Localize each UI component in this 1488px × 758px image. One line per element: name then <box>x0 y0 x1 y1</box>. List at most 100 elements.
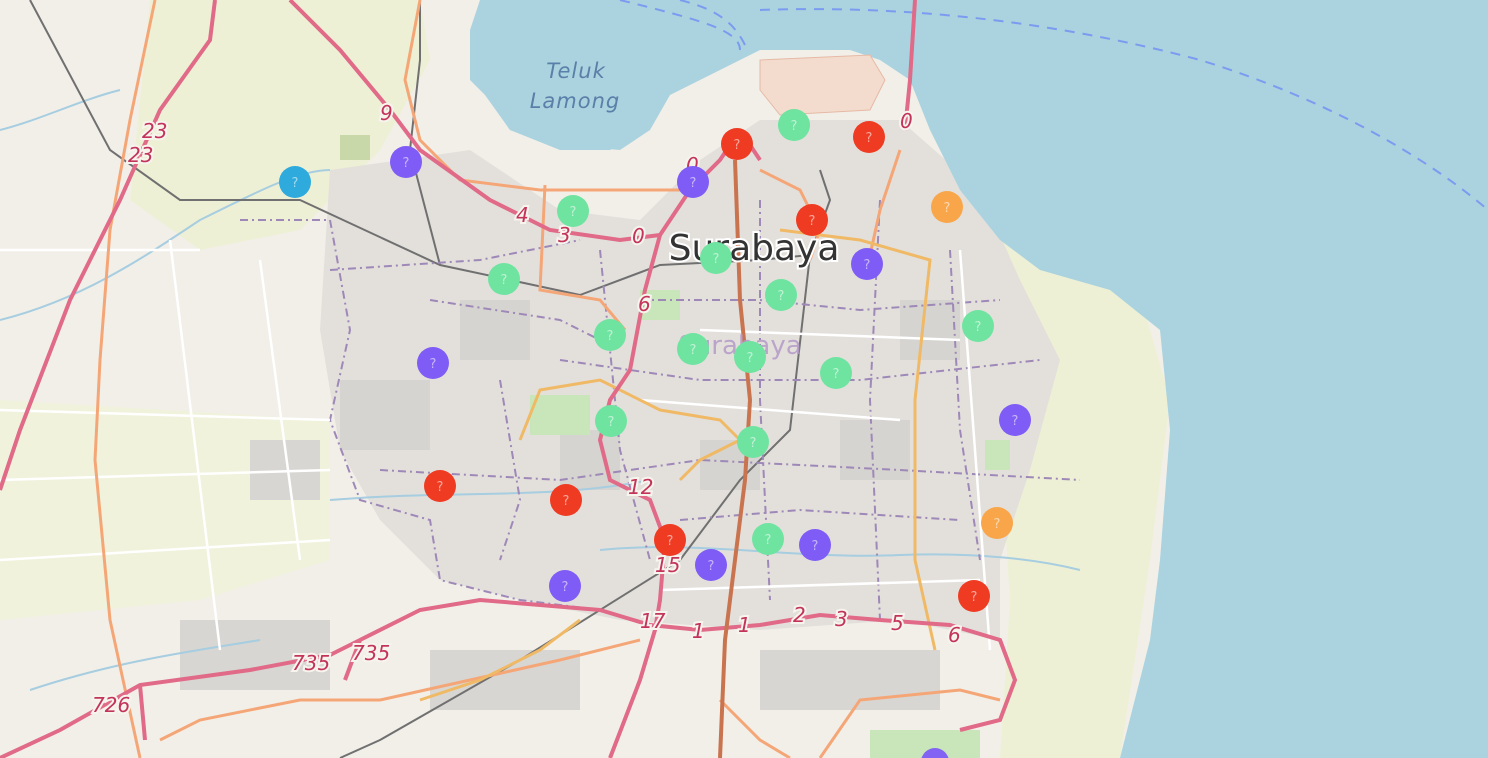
marker-glyph: ? <box>791 119 798 134</box>
marker-circle <box>654 524 686 556</box>
marker-circle <box>700 242 732 274</box>
map-marker-green[interactable]: ? <box>700 242 732 274</box>
map-marker-blue[interactable]: ? <box>279 166 311 198</box>
map-marker-purple[interactable]: ? <box>999 404 1031 436</box>
map-marker-purple[interactable]: ? <box>799 529 831 561</box>
marker-circle <box>550 484 582 516</box>
map-marker-green[interactable]: ? <box>557 195 589 227</box>
road-label: 2 <box>793 603 806 627</box>
map-marker-red[interactable]: ? <box>958 580 990 612</box>
marker-circle <box>549 570 581 602</box>
maritime-boundaries <box>619 0 1488 211</box>
map-marker-green[interactable]: ? <box>594 319 626 351</box>
marker-glyph: ? <box>833 367 840 382</box>
marker-circle <box>595 405 627 437</box>
marker-glyph: ? <box>765 533 772 548</box>
road-label: 0 <box>900 109 913 133</box>
marker-glyph: ? <box>437 480 444 495</box>
marker-circle <box>962 310 994 342</box>
marker-glyph: ? <box>608 415 615 430</box>
map-marker-green[interactable]: ? <box>765 279 797 311</box>
tertiary-roads <box>419 228 937 702</box>
marker-circle <box>279 166 311 198</box>
map-marker-red[interactable]: ? <box>796 204 828 236</box>
map-marker-purple[interactable]: ? <box>390 146 422 178</box>
port-area <box>759 54 886 116</box>
map-marker-red[interactable]: ? <box>721 128 753 160</box>
marker-glyph: ? <box>750 436 757 451</box>
road-label: 23 <box>128 143 153 167</box>
road-label: 726 <box>92 693 130 717</box>
marker-glyph: ? <box>292 176 299 191</box>
marker-circle <box>734 341 766 373</box>
map-marker-green[interactable]: ? <box>488 263 520 295</box>
map-marker-green[interactable]: ? <box>778 109 810 141</box>
marker-glyph: ? <box>812 539 819 554</box>
map-marker-orange[interactable]: ? <box>981 507 1013 539</box>
map-marker-purple[interactable]: ? <box>695 549 727 581</box>
road-label: 6 <box>948 623 961 647</box>
road-label: 6 <box>638 292 651 316</box>
marker-circle <box>594 319 626 351</box>
marker-layer: ??????????????????????????????? <box>279 109 1031 612</box>
marker-circle <box>721 128 753 160</box>
marker-circle <box>752 523 784 555</box>
marker-glyph: ? <box>570 205 577 220</box>
map-marker-green[interactable]: ? <box>820 357 852 389</box>
marker-circle <box>931 191 963 223</box>
sea-water <box>470 0 1488 758</box>
map-marker-red[interactable]: ? <box>424 470 456 502</box>
marker-circle <box>695 549 727 581</box>
map-marker-partial[interactable] <box>921 748 949 758</box>
road-label: 735 <box>292 651 330 675</box>
marker-circle <box>820 357 852 389</box>
marker-circle <box>851 248 883 280</box>
map-marker-red[interactable]: ? <box>550 484 582 516</box>
marker-glyph: ? <box>994 517 1001 532</box>
map-marker-green[interactable]: ? <box>962 310 994 342</box>
map-marker-red[interactable]: ? <box>853 121 885 153</box>
road-label: 4 <box>516 203 529 227</box>
marker-circle <box>958 580 990 612</box>
map-marker-purple[interactable]: ? <box>417 347 449 379</box>
marker-glyph: ? <box>708 559 715 574</box>
map-marker-green[interactable]: ? <box>677 333 709 365</box>
marker-circle <box>796 204 828 236</box>
bay-water <box>480 20 650 150</box>
map-marker-purple[interactable]: ? <box>677 166 709 198</box>
marker-glyph: ? <box>864 258 871 273</box>
marker-glyph: ? <box>944 201 951 216</box>
marker-glyph: ? <box>1012 414 1019 429</box>
marker-glyph: ? <box>563 494 570 509</box>
marker-glyph: ? <box>747 351 754 366</box>
map-marker-green[interactable]: ? <box>752 523 784 555</box>
marker-circle <box>799 529 831 561</box>
map-marker-green[interactable]: ? <box>595 405 627 437</box>
road-label: 15 <box>655 553 680 577</box>
trunk-roads <box>718 159 753 758</box>
map-marker-orange[interactable]: ? <box>931 191 963 223</box>
road-label: 17 <box>640 609 666 633</box>
road-label: 1 <box>692 619 705 643</box>
marker-circle <box>390 146 422 178</box>
marker-glyph: ? <box>734 138 741 153</box>
road-label: 12 <box>628 475 653 499</box>
map-marker-purple[interactable]: ? <box>549 570 581 602</box>
marker-circle <box>981 507 1013 539</box>
road-label: 23 <box>142 119 167 143</box>
marker-circle <box>999 404 1031 436</box>
marker-glyph: ? <box>430 357 437 372</box>
marker-circle <box>778 109 810 141</box>
marker-glyph: ? <box>562 580 569 595</box>
marker-circle <box>765 279 797 311</box>
map-marker-purple[interactable]: ? <box>851 248 883 280</box>
marker-circle <box>737 426 769 458</box>
map-marker-green[interactable]: ? <box>734 341 766 373</box>
marker-glyph: ? <box>403 156 410 171</box>
map-marker-green[interactable]: ? <box>737 426 769 458</box>
marker-glyph: ? <box>971 590 978 605</box>
road-label: 1 <box>738 613 751 637</box>
marker-circle <box>677 166 709 198</box>
map-marker-red[interactable]: ? <box>654 524 686 556</box>
